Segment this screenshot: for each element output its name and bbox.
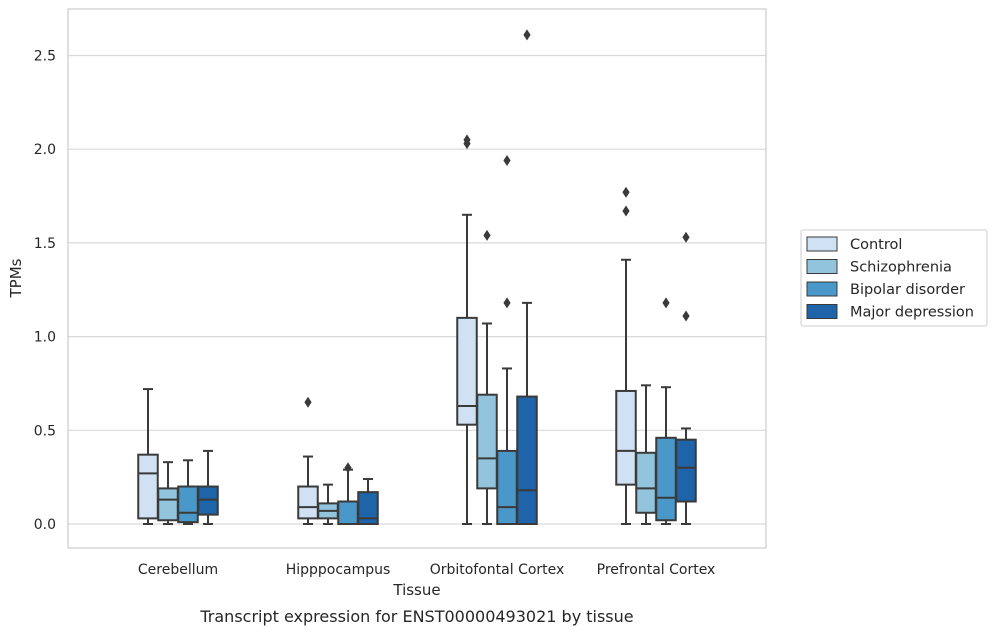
legend-swatch	[806, 259, 838, 274]
box-iqr	[496, 449, 518, 525]
y-axis-label: TPMs	[7, 258, 25, 298]
legend-label: Control	[850, 237, 902, 253]
box-iqr	[357, 491, 379, 525]
box-iqr	[337, 500, 359, 525]
box-iqr	[157, 487, 179, 522]
box-group	[456, 134, 478, 525]
y-tick-label: 2.0	[34, 142, 56, 158]
legend-swatch	[806, 281, 838, 297]
x-tick-label: Prefrontal Cortex	[597, 562, 716, 578]
box-iqr	[177, 485, 199, 524]
y-tick-label: 2.5	[34, 49, 56, 65]
box-iqr	[516, 395, 538, 525]
outlier-point	[344, 462, 352, 474]
outlier-point	[483, 229, 491, 241]
box-group	[357, 478, 379, 525]
box-group	[197, 449, 219, 525]
x-axis-ticks: Cerebellum Hipppocampus Orbitofontal Corte…	[138, 562, 715, 578]
box-group	[615, 186, 637, 525]
x-tick-label: Orbitofontal Cortex	[430, 562, 565, 578]
box-group	[137, 388, 159, 525]
outlier-point	[622, 205, 630, 217]
box-group	[496, 154, 518, 525]
boxes	[137, 29, 697, 525]
box-group	[317, 483, 339, 525]
box-group	[655, 297, 677, 525]
legend-swatch	[806, 304, 838, 319]
x-tick-label: Hipppocampus	[286, 562, 391, 578]
y-tick-label: 0.5	[34, 423, 56, 439]
outlier-point	[682, 231, 690, 243]
box-iqr	[137, 453, 159, 520]
outlier-point	[622, 186, 630, 198]
box-group	[476, 229, 498, 525]
box-iqr	[476, 393, 498, 490]
box-iqr	[615, 389, 637, 486]
x-tick-label: Cerebellum	[138, 562, 218, 578]
outlier-point	[503, 154, 511, 166]
box-group	[675, 231, 697, 525]
box-iqr	[297, 485, 319, 520]
legend: Control Schizophrenia Bipolar disorder Majo…	[800, 229, 988, 327]
outlier-point	[463, 134, 471, 146]
box-group	[635, 384, 657, 525]
box-iqr	[675, 438, 697, 503]
outlier-point	[662, 297, 670, 309]
y-tick-label: 1.5	[34, 236, 56, 252]
y-tick-label: 0.0	[34, 517, 56, 533]
legend-label: Bipolar disorder	[850, 282, 965, 298]
plot-area-frame	[67, 8, 767, 549]
box-group	[516, 29, 538, 525]
box-iqr	[456, 316, 478, 426]
box-group	[177, 459, 199, 525]
box-group	[337, 462, 359, 525]
legend-label: Major depression	[850, 305, 974, 321]
outlier-point	[682, 310, 690, 322]
outlier-point	[523, 29, 531, 41]
outlier-point	[503, 297, 511, 309]
legend-label: Schizophrenia	[850, 260, 952, 276]
legend-items: Control Schizophrenia Bipolar disorder Majo…	[806, 236, 974, 321]
outlier-point	[304, 396, 312, 408]
chart-caption: Transcript expression for ENST0000049302…	[199, 607, 633, 626]
y-tick-label: 1.0	[34, 330, 56, 346]
legend-swatch	[806, 236, 838, 252]
box-group	[157, 461, 179, 525]
box-iqr	[655, 436, 677, 522]
x-axis-label: Tissue	[392, 581, 440, 599]
box-group	[297, 396, 319, 525]
box-iqr	[635, 451, 657, 514]
legend-frame	[800, 229, 988, 327]
y-axis-ticks: 0.0 0.5 1.0 1.5 2.0 2.5	[34, 49, 56, 534]
